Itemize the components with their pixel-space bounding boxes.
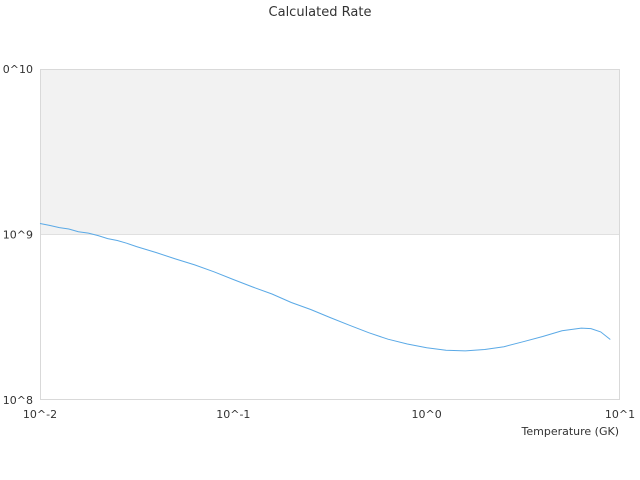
x-tick-labels: 10^-2 10^-1 10^0 10^1	[23, 408, 635, 421]
plot-area	[39, 69, 620, 400]
series-line-0	[39, 223, 611, 352]
x-tick-label: 10^-1	[216, 408, 250, 421]
upper-decade-band	[40, 69, 620, 235]
x-tick-label: 10^0	[412, 408, 442, 421]
y-tick-label: 10^8	[3, 394, 33, 407]
x-tick-label: 10^1	[605, 408, 635, 421]
plot-frame	[40, 69, 620, 400]
y-tick-labels: 10^8 10^9 0^10	[3, 63, 33, 407]
x-tick-label: 10^-2	[23, 408, 57, 421]
y-tick-label: 0^10	[3, 63, 33, 76]
y-tick-label: 10^9	[3, 229, 33, 242]
x-axis-label: Temperature (GK)	[521, 425, 620, 438]
chart-title: Calculated Rate	[269, 5, 372, 20]
